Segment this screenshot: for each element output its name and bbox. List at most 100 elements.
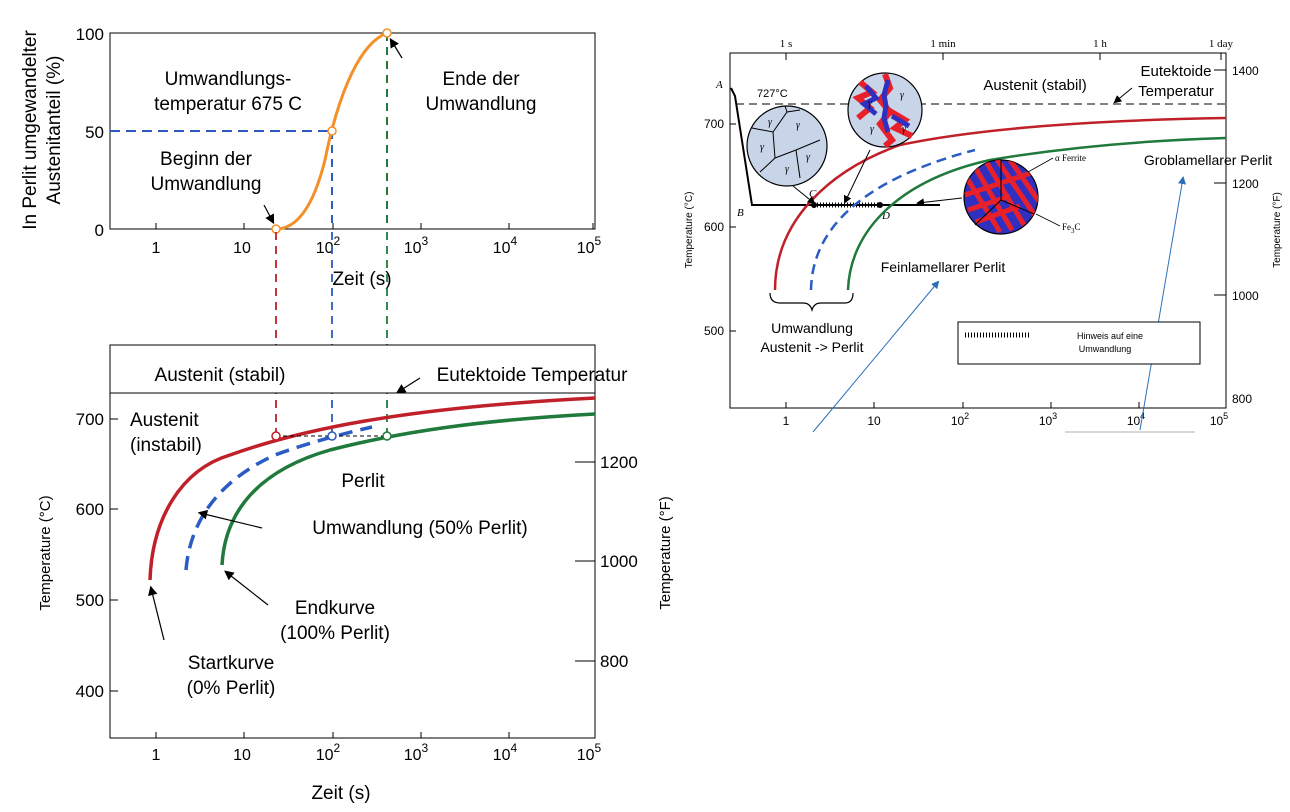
bottom-y-tick-500: 500	[76, 591, 104, 610]
right-label-fine: Feinlamellarer Perlit	[881, 259, 1006, 275]
top-end-arrow	[389, 37, 403, 59]
bottom-y-ticks-c: 400 500 600 700	[76, 410, 118, 701]
right-label-austenite-stable: Austenit (stabil)	[983, 77, 1086, 94]
bottom-label-start-2: (0% Perlit)	[187, 678, 276, 699]
top-ylabel-line2: Austenitanteil (%)	[44, 56, 65, 205]
bottom-x-tick-100000: 105	[577, 741, 602, 764]
bottom-label-end-1: Endkurve	[295, 598, 375, 619]
top-y-tick-100: 100	[76, 25, 104, 44]
bottom-start-point	[271, 431, 281, 441]
svg-text:γ: γ	[785, 164, 790, 175]
right-point-d: D	[881, 210, 890, 222]
right-partial-pearlite: γ γ γ γ	[847, 72, 923, 149]
svg-text:γ: γ	[796, 120, 801, 131]
bottom-x-tick-1000: 103	[404, 741, 429, 764]
bottom-label-austenite-unstable-2: (instabil)	[130, 435, 202, 456]
top-note-start-1: Beginn der	[160, 149, 253, 170]
bottom-x-ticks: 1 10 102 103 104 105	[152, 732, 602, 764]
bottom-ylabel-left: Temperature (°C)	[37, 495, 54, 610]
top-y-tick-50: 50	[85, 123, 104, 142]
bottom-y-tick-600: 600	[76, 500, 104, 519]
right-x-tick-1: 1	[783, 414, 790, 428]
right-label-ferrite: α Ferrite	[1055, 153, 1086, 163]
right-brace	[769, 292, 854, 313]
bottom-start-curve	[148, 396, 596, 581]
bottom-label-50: Umwandlung (50% Perlit)	[312, 518, 527, 539]
right-y-ticks-f: 1400 1200 1000 800	[1214, 64, 1259, 406]
right-grains-arrow	[792, 185, 816, 205]
bottom-chart: 400 500 600 700 1200 1000 800 Temperatur…	[37, 344, 674, 804]
top-ylabel-line1: In Perlit umgewandelter	[20, 30, 41, 230]
top-transformation-curve	[275, 31, 388, 231]
top-note-start-2: Umwandlung	[151, 174, 262, 195]
bottom-label-end-2: (100% Perlit)	[280, 623, 390, 644]
right-y-tick-600: 600	[704, 220, 724, 234]
right-coarse-leader	[1139, 176, 1186, 431]
bottom-start-arrow	[148, 585, 165, 641]
right-austenite-grains: γ γ γ γ γ	[746, 105, 828, 187]
svg-text:γ: γ	[768, 117, 773, 128]
top-x-tick-100000: 105	[577, 234, 602, 257]
bottom-eutectoid-arrow	[395, 377, 421, 394]
bottom-y-tick-800f: 800	[600, 652, 628, 671]
bottom-y-ticks-f: 1200 1000 800	[575, 453, 638, 671]
right-legend: Hinweis auf eine Umwandlung	[957, 321, 1201, 365]
bottom-x-tick-10000: 104	[493, 741, 518, 764]
top-note-temp-2: temperatur 675 C	[154, 94, 302, 115]
right-ferrite-leader	[1027, 157, 1054, 173]
right-cooling-path	[730, 87, 940, 206]
right-ylabel-left: Temperature (°C)	[684, 192, 695, 269]
bottom-xlabel: Zeit (s)	[311, 783, 370, 804]
right-label-eutectoid-2: Temperatur	[1138, 83, 1214, 100]
right-legend-text-2: Umwandlung	[1079, 344, 1132, 354]
bottom-ylabel-right: Temperature (°F)	[657, 496, 674, 610]
top-x-tick-10: 10	[233, 240, 251, 257]
right-start-curve	[773, 116, 1227, 291]
top-y-tick-0: 0	[95, 221, 104, 240]
right-full-pearlite	[963, 159, 1039, 235]
right-point-d-marker	[877, 202, 883, 208]
right-legend-text-1: Hinweis auf eine	[1077, 331, 1143, 341]
connector-lines	[275, 232, 388, 436]
right-label-727: 727°C	[757, 88, 788, 100]
svg-text:γ: γ	[870, 124, 875, 135]
bottom-end-point	[382, 431, 392, 441]
right-y-tick-1400f: 1400	[1232, 64, 1259, 78]
svg-text:γ: γ	[902, 124, 907, 135]
top-note-end-1: Ende der	[442, 69, 520, 90]
right-label-eutectoid-1: Eutektoide	[1141, 63, 1212, 80]
bottom-y-tick-700: 700	[76, 410, 104, 429]
bottom-y-tick-1200f: 1200	[600, 453, 638, 472]
right-top-tick-1min: 1 min	[930, 38, 956, 50]
bottom-x-tick-100: 102	[316, 741, 341, 764]
right-label-transform-2: Austenit -> Perlit	[760, 339, 863, 355]
top-start-arrow	[263, 204, 275, 225]
right-y-tick-800f: 800	[1232, 392, 1252, 406]
top-chart: In Perlit umgewandelter Austenitanteil (…	[20, 25, 602, 290]
top-x-tick-1000: 103	[404, 234, 429, 257]
right-y-tick-500: 500	[704, 324, 724, 338]
bottom-label-start-1: Startkurve	[188, 653, 275, 674]
right-label-fe3c: Fe3C	[1062, 222, 1081, 235]
right-label-transform-1: Umwandlung	[771, 320, 853, 336]
right-y-tick-1200f: 1200	[1232, 177, 1259, 191]
right-y-ticks-c: 700 600 500	[704, 117, 736, 338]
top-x-tick-100: 102	[316, 234, 341, 257]
top-x-ticks: 1 10 102 103 104 105	[152, 223, 602, 257]
right-top-tick-1s: 1 s	[780, 38, 793, 50]
bottom-label-austenite-unstable-1: Austenit	[130, 410, 199, 431]
bottom-x-tick-1: 1	[152, 747, 161, 764]
bottom-label-pearlite: Perlit	[341, 471, 385, 492]
right-x-tick-1000: 103	[1039, 411, 1057, 428]
top-50-point	[327, 126, 337, 136]
top-end-point	[382, 28, 392, 38]
bottom-50-point	[327, 431, 337, 441]
right-fe3c-leader	[1035, 213, 1061, 227]
right-y-tick-1000f: 1000	[1232, 289, 1259, 303]
right-y-tick-700: 700	[704, 117, 724, 131]
right-top-ticks: 1 s 1 min 1 h 1 day	[780, 38, 1234, 60]
bottom-50-curve	[184, 425, 373, 571]
right-point-c: C	[809, 188, 817, 200]
right-end-curve	[846, 136, 1227, 291]
